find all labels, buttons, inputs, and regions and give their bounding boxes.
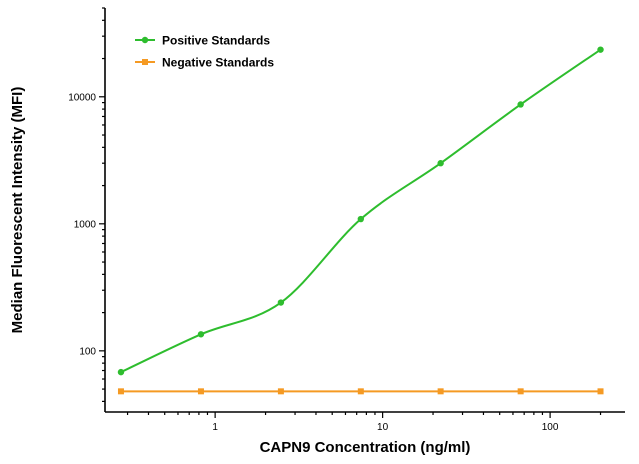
legend: Positive Standards Negative Standards [135,34,274,70]
data-point [517,101,524,108]
legend-label: Negative Standards [162,56,274,70]
data-point [597,388,604,395]
data-point [597,46,604,53]
series-1 [117,46,604,376]
series-line [120,48,602,374]
data-point [277,388,284,395]
legend-item: Positive Standards [135,34,270,48]
legend-label: Positive Standards [162,34,270,48]
series-layer [117,46,604,395]
data-point [357,215,365,223]
data-point [117,388,124,395]
data-point [197,388,204,395]
data-point [517,388,524,395]
legend-item: Negative Standards [135,56,274,70]
x-tick-label: 100 [542,422,559,433]
legend-marker [142,59,148,65]
y-tick-label: 100 [79,346,96,357]
y-axis-title: Median Fluorescent Intensity (MFI) [9,87,26,334]
y-tick-label: 10000 [68,92,96,103]
legend-marker [141,36,149,44]
x-axis-title: CAPN9 Concentration (ng/ml) [260,439,471,456]
series-2 [117,388,604,395]
data-point [437,388,444,395]
y-tick-label: 1000 [74,219,97,230]
data-point [277,299,285,306]
data-point [197,331,205,338]
data-point [357,388,364,395]
data-point [437,160,444,167]
axis-ticks: 100 1000 10000 1 10 100 [68,7,602,433]
x-tick-label: 10 [377,422,389,433]
x-tick-label: 1 [212,422,218,433]
data-point [117,368,125,376]
